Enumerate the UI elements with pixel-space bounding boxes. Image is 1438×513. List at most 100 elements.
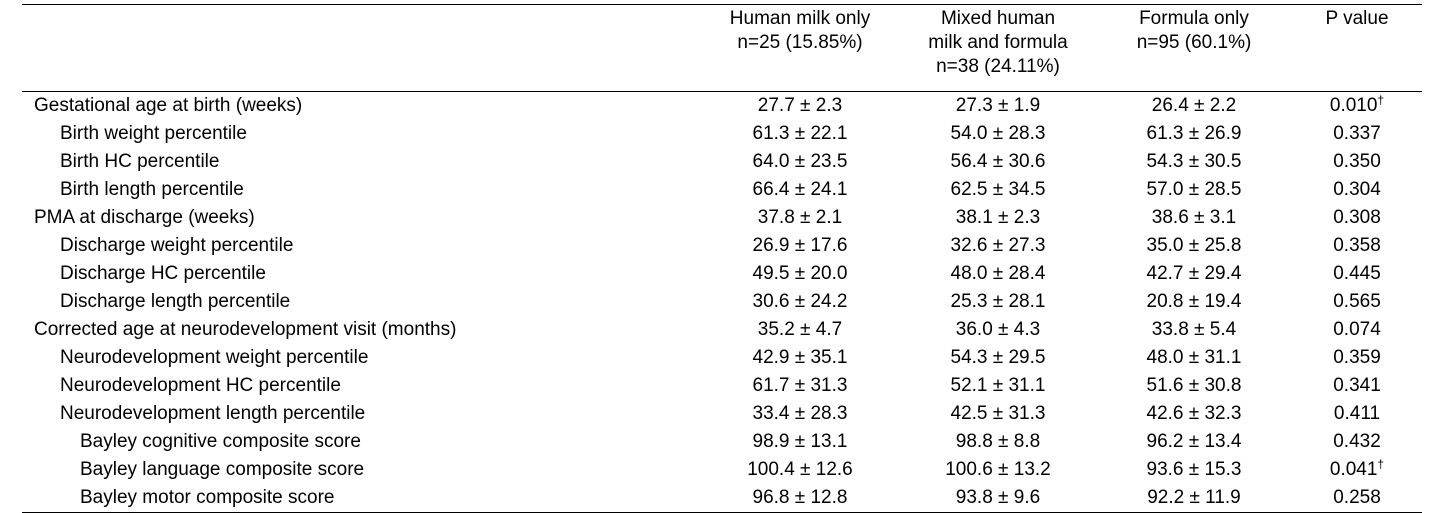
human-milk-only-value: 66.4 ± 24.1 [752, 178, 848, 200]
mixed-feeding-value: 52.1 ± 31.1 [950, 374, 1046, 396]
row-label: Discharge length percentile [60, 290, 291, 312]
table-row: Discharge length percentile 30.6 ± 24.2 25… [22, 288, 1422, 316]
header-line: Mixed human [940, 8, 1056, 29]
table-row: PMA at discharge (weeks) 37.8 ± 2.1 38.1 ±… [22, 204, 1422, 232]
table-header: Human milk only n=25 (15.85%) Mixed human m… [22, 5, 1422, 92]
header-line: Human milk only [729, 8, 871, 29]
p-value-cell: 0.445 [1292, 260, 1422, 288]
p-value: 0.445 [1333, 262, 1381, 284]
human-milk-only-value: 27.7 ± 2.3 [757, 94, 843, 116]
formula-only-value: 20.8 ± 19.4 [1146, 290, 1242, 312]
table-row: Discharge HC percentile 49.5 ± 20.0 48.0 ±… [22, 260, 1422, 288]
row-label: Birth HC percentile [60, 150, 220, 172]
human-milk-only-value: 33.4 ± 28.3 [752, 402, 848, 424]
human-milk-only-value: 96.8 ± 12.8 [752, 486, 848, 508]
table-row: Neurodevelopment HC percentile 61.7 ± 31.… [22, 372, 1422, 400]
header-stub [22, 5, 700, 92]
formula-only-value: 54.3 ± 30.5 [1146, 150, 1242, 172]
human-milk-only-value: 30.6 ± 24.2 [752, 290, 848, 312]
human-milk-only-value: 37.8 ± 2.1 [757, 206, 843, 228]
p-value: 0.350 [1333, 150, 1381, 172]
header-row: Human milk only n=25 (15.85%) Mixed human m… [22, 5, 1422, 92]
header-human-milk-only: Human milk only n=25 (15.85%) [700, 5, 900, 92]
formula-only-value: 51.6 ± 30.8 [1146, 374, 1242, 396]
p-value-cell: 0.432 [1292, 428, 1422, 456]
mixed-feeding-value: 98.8 ± 8.8 [955, 430, 1041, 452]
human-milk-only-value: 98.9 ± 13.1 [752, 430, 848, 452]
table-row: Bayley cognitive composite score 98.9 ± 1… [22, 428, 1422, 456]
p-value-cell: 0.041† [1292, 456, 1422, 484]
table-row: Neurodevelopment weight percentile 42.9 ±… [22, 344, 1422, 372]
mixed-feeding-value: 48.0 ± 28.4 [950, 262, 1046, 284]
header-line: Formula only [1139, 8, 1249, 29]
p-value-cell: 0.258 [1292, 484, 1422, 512]
table-row: Corrected age at neurodevelopment visit … [22, 316, 1422, 344]
mixed-feeding-value: 56.4 ± 30.6 [950, 150, 1046, 172]
p-value-cell: 0.359 [1292, 344, 1422, 372]
row-label: Discharge weight percentile [60, 234, 294, 256]
mixed-feeding-value: 93.8 ± 9.6 [955, 486, 1041, 508]
human-milk-only-value: 100.4 ± 12.6 [747, 458, 853, 480]
row-label: PMA at discharge (weeks) [34, 206, 255, 228]
p-value: 0.359 [1333, 346, 1381, 368]
table-row: Birth length percentile 66.4 ± 24.1 62.5 ±… [22, 176, 1422, 204]
mixed-feeding-value: 38.1 ± 2.3 [955, 206, 1041, 228]
p-value: 0.074 [1333, 318, 1381, 340]
mixed-feeding-value: 100.6 ± 13.2 [945, 458, 1051, 480]
mixed-feeding-value: 54.3 ± 29.5 [950, 346, 1046, 368]
mixed-feeding-value: 25.3 ± 28.1 [950, 290, 1046, 312]
mixed-feeding-value: 32.6 ± 27.3 [950, 234, 1046, 256]
p-value-cell: 0.358 [1292, 232, 1422, 260]
table-body: Gestational age at birth (weeks) 27.7 ± 2… [22, 91, 1422, 512]
table-row: Birth HC percentile 64.0 ± 23.5 56.4 ± 30.… [22, 148, 1422, 176]
comparison-table: Human milk only n=25 (15.85%) Mixed human m… [22, 5, 1422, 512]
data-table: Human milk only n=25 (15.85%) Mixed human m… [22, 4, 1422, 513]
significance-mark: † [1377, 92, 1385, 107]
table-row: Neurodevelopment length percentile 33.4 ±… [22, 400, 1422, 428]
header-line: n=38 (24.11%) [936, 56, 1060, 77]
p-value: 0.308 [1333, 206, 1381, 228]
formula-only-value: 48.0 ± 31.1 [1146, 346, 1242, 368]
header-line: P value [1325, 8, 1389, 29]
row-label: Bayley language composite score [80, 458, 365, 480]
table-row: Discharge weight percentile 26.9 ± 17.6 32… [22, 232, 1422, 260]
row-label: Bayley cognitive composite score [80, 430, 361, 452]
human-milk-only-value: 64.0 ± 23.5 [752, 150, 848, 172]
row-label: Neurodevelopment HC percentile [60, 374, 341, 396]
row-label: Bayley motor composite score [80, 486, 335, 508]
mixed-feeding-value: 54.0 ± 28.3 [950, 122, 1046, 144]
p-value: 0.010 [1329, 94, 1378, 116]
p-value-cell: 0.308 [1292, 204, 1422, 232]
human-milk-only-value: 61.7 ± 31.3 [752, 374, 848, 396]
p-value: 0.411 [1333, 402, 1381, 424]
formula-only-value: 42.6 ± 32.3 [1146, 402, 1242, 424]
formula-only-value: 38.6 ± 3.1 [1151, 206, 1237, 228]
formula-only-value: 61.3 ± 26.9 [1146, 122, 1242, 144]
p-value-cell: 0.341 [1292, 372, 1422, 400]
p-value: 0.341 [1333, 374, 1381, 396]
p-value: 0.358 [1333, 234, 1381, 256]
formula-only-value: 35.0 ± 25.8 [1146, 234, 1242, 256]
formula-only-value: 92.2 ± 11.9 [1147, 486, 1241, 508]
p-value-cell: 0.074 [1292, 316, 1422, 344]
row-label: Neurodevelopment length percentile [60, 402, 366, 424]
mixed-feeding-value: 62.5 ± 34.5 [950, 178, 1046, 200]
table-row: Birth weight percentile 61.3 ± 22.1 54.0 ±… [22, 120, 1422, 148]
row-label: Discharge HC percentile [60, 262, 266, 284]
row-label: Neurodevelopment weight percentile [60, 346, 369, 368]
p-value-cell: 0.304 [1292, 176, 1422, 204]
p-value-cell: 0.350 [1292, 148, 1422, 176]
p-value: 0.337 [1333, 122, 1381, 144]
human-milk-only-value: 35.2 ± 4.7 [757, 318, 843, 340]
formula-only-value: 96.2 ± 13.4 [1146, 430, 1242, 452]
row-label: Birth length percentile [60, 178, 244, 200]
formula-only-value: 26.4 ± 2.2 [1151, 94, 1237, 116]
mixed-feeding-value: 27.3 ± 1.9 [955, 94, 1041, 116]
formula-only-value: 33.8 ± 5.4 [1151, 318, 1237, 340]
p-value-cell: 0.010† [1292, 91, 1422, 120]
human-milk-only-value: 49.5 ± 20.0 [752, 262, 848, 284]
row-label: Corrected age at neurodevelopment visit … [34, 318, 457, 340]
p-value: 0.432 [1333, 430, 1381, 452]
mixed-feeding-value: 36.0 ± 4.3 [955, 318, 1041, 340]
human-milk-only-value: 61.3 ± 22.1 [752, 122, 848, 144]
